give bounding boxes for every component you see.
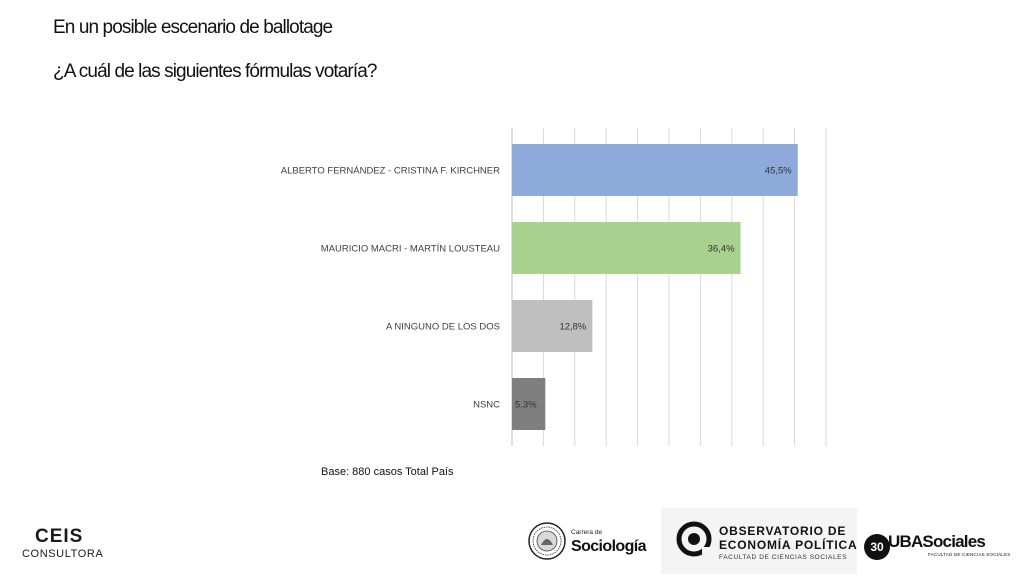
base-note: Base: 880 casos Total País [321,466,454,478]
category-label: A NINGUNO DE LOS DOS [386,322,500,333]
bar [512,378,546,430]
observatorio-logo-line3: FACULTAD DE CIENCIAS SOCIALES [719,554,848,561]
bar [512,300,593,352]
observatorio-logo-line1: OBSERVATORIO DE [719,524,847,538]
sociologia-logo-small: Carrera de [571,529,603,536]
ceis-logo: CEIS CONSULTORA [22,527,103,560]
observatorio-logo: OBSERVATORIO DE ECONOMÍA POLÍTICA FACULT… [661,508,857,574]
page-title: En un posible escenario de ballotage [53,17,333,38]
ceis-logo-sub: CONSULTORA [22,548,104,560]
bar [512,144,798,196]
ceis-logo-name: CEIS [35,526,84,547]
data-label: 45,5% [765,166,792,177]
uba-anniversary-badge: 30 [864,534,890,560]
survey-question: ¿A cuál de las siguientes fórmulas votar… [53,61,377,82]
category-label: NSNC [473,400,500,411]
sociologia-logo-name: Sociología [571,538,647,555]
category-label: MAURICIO MACRI - MARTÍN LOUSTEAU [321,244,500,255]
data-label: 12,8% [559,322,586,333]
observatorio-ring-icon [676,521,712,557]
bar [512,222,741,274]
observatorio-logo-line2: ECONOMÍA POLÍTICA [719,538,858,552]
uba-logo-name: UBASociales [888,532,986,551]
data-label: 5,3% [515,400,537,411]
sociologia-logo: Carrera de Sociología [527,521,647,565]
uba-logo-sub: FACULTAD DE CIENCIAS SOCIALES [928,552,1011,557]
university-seal-icon [528,522,566,560]
category-label: ALBERTO FERNÁNDEZ - CRISTINA F. KIRCHNER [281,166,500,177]
data-label: 36,4% [708,244,735,255]
uba-sociales-logo: 30 UBASociales FACULTAD DE CIENCIAS SOCI… [864,532,1014,560]
